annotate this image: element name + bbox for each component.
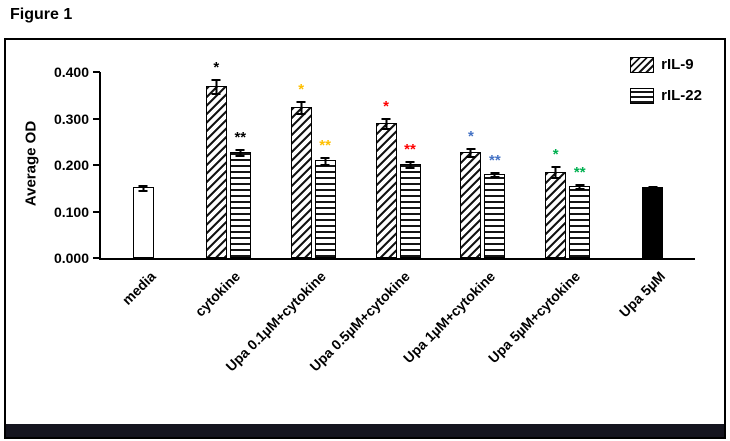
error-bar xyxy=(211,78,221,96)
significance-marker: * xyxy=(213,58,220,76)
error-bar xyxy=(466,148,476,158)
bar-ril-9: * xyxy=(375,99,397,258)
bar-ril-9: * xyxy=(460,129,482,258)
y-tick-mark xyxy=(93,71,100,73)
ril9-pattern-swatch xyxy=(630,56,655,73)
legend-label-ril22: rIL-22 xyxy=(661,87,702,104)
bar-ril-9: * xyxy=(205,60,227,258)
error-bar xyxy=(235,149,245,157)
error-bar xyxy=(296,100,306,115)
y-tick-label: 0.200 xyxy=(53,157,89,173)
x-category-label: media xyxy=(118,268,159,308)
significance-marker: ** xyxy=(489,151,501,169)
error-bar xyxy=(490,171,500,179)
figure-title: Figure 1 xyxy=(10,6,73,23)
y-tick-label: 0.400 xyxy=(53,64,89,80)
bar-ril-9: * xyxy=(290,82,312,258)
x-category-label: Upa 5µM xyxy=(615,268,668,321)
y-tick-label: 0.000 xyxy=(53,250,89,266)
error-bar xyxy=(320,156,330,167)
x-category-label: cytokine xyxy=(192,268,244,320)
significance-marker: ** xyxy=(234,129,247,147)
figure-footer-bar xyxy=(6,424,724,437)
bar-ril-22: ** xyxy=(314,138,336,258)
x-axis-line xyxy=(99,258,695,260)
error-bar xyxy=(575,184,585,190)
significance-marker: * xyxy=(552,146,559,164)
y-tick-mark xyxy=(93,210,100,213)
bar-group xyxy=(610,72,695,258)
ril22-pattern-swatch xyxy=(630,87,655,104)
y-tick-label: 0.100 xyxy=(53,203,89,220)
error-bar xyxy=(138,185,148,192)
error-bar xyxy=(381,117,391,130)
bar-ril-22: ** xyxy=(484,153,506,258)
x-category-label: Upa 1µM+cytokine xyxy=(400,268,499,367)
error-bar xyxy=(405,161,415,169)
y-tick-mark xyxy=(93,117,100,120)
bar-upa-5-m xyxy=(642,185,664,258)
error-bar xyxy=(648,185,658,192)
y-tick-label: 0.300 xyxy=(53,110,89,127)
y-axis-line xyxy=(99,72,101,260)
y-tick-mark xyxy=(93,164,100,166)
error-bar xyxy=(551,166,561,179)
significance-marker: ** xyxy=(319,136,331,154)
significance-marker: * xyxy=(467,128,474,146)
legend-label-ril9: rIL-9 xyxy=(661,56,694,73)
bar-group: * ** xyxy=(440,72,525,258)
y-tick-mark xyxy=(93,257,100,259)
bar-group: * ** xyxy=(525,72,610,258)
bar-group: * ** xyxy=(356,72,441,258)
x-category-label: Upa 5µM+cytokine xyxy=(484,268,584,367)
bar-media xyxy=(132,185,154,258)
bar-ril-22: ** xyxy=(569,165,591,258)
significance-marker: * xyxy=(298,80,305,98)
bar-group xyxy=(101,72,186,258)
legend: rIL-9 rIL-22 xyxy=(630,56,702,104)
bar-groups: * ** * ** * ** * ** * ** xyxy=(101,60,695,258)
significance-marker: ** xyxy=(573,164,586,182)
bar-group: * ** xyxy=(186,60,271,258)
legend-item-ril22: rIL-22 xyxy=(630,87,702,104)
bar-ril-22: ** xyxy=(229,130,251,258)
significance-marker: * xyxy=(383,97,389,115)
bar-ril-9: * xyxy=(545,147,567,258)
legend-item-ril9: rIL-9 xyxy=(630,56,702,73)
bar-group: * ** xyxy=(271,72,356,258)
bar-ril-22: ** xyxy=(399,142,421,258)
significance-marker: ** xyxy=(404,141,416,159)
chart-frame: Average OD 0.000 0.100 0.200 0.300 0.400 * **… xyxy=(4,38,726,439)
chart-canvas: Average OD 0.000 0.100 0.200 0.300 0.400 * **… xyxy=(6,40,724,437)
